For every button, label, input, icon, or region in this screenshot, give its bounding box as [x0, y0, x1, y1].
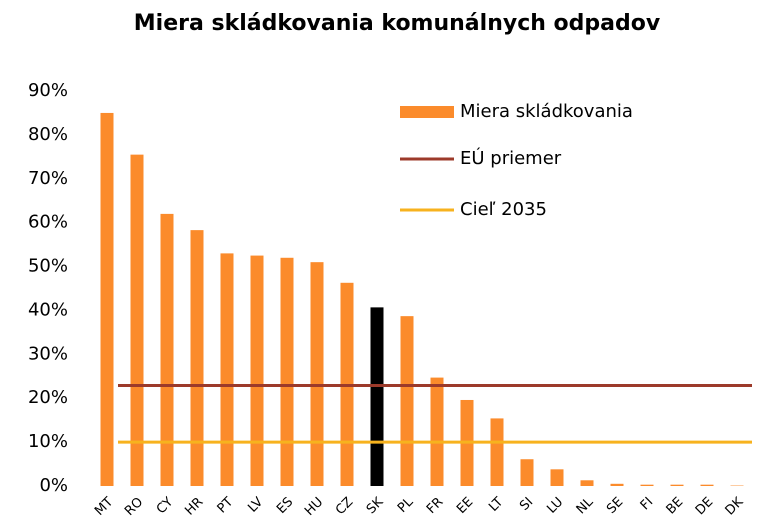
bar: [190, 230, 204, 486]
legend-label: EÚ priemer: [460, 147, 562, 169]
x-tick-label: FI: [638, 495, 657, 514]
bar: [280, 257, 294, 486]
x-tick-label: HU: [302, 495, 326, 519]
x-tick-label: SI: [517, 495, 536, 514]
x-tick-label: LV: [245, 495, 266, 516]
x-tick-label: NL: [574, 494, 597, 517]
bar: [550, 469, 564, 486]
x-tick-label: PT: [215, 495, 237, 517]
x-tick-label: DK: [723, 494, 747, 518]
x-tick-label: SK: [364, 494, 387, 517]
legend-label: Cieľ 2035: [460, 199, 547, 220]
y-tick-label: 30%: [28, 343, 68, 364]
x-tick-label: FR: [424, 495, 446, 517]
y-tick-label: 60%: [28, 212, 68, 233]
y-tick-label: 20%: [28, 387, 68, 408]
bar: [160, 213, 174, 486]
bar: [400, 316, 414, 486]
bar: [520, 459, 534, 486]
bar: [370, 307, 384, 486]
x-tick-label: DE: [693, 495, 717, 519]
x-tick-label: MT: [92, 495, 116, 519]
x-tick-label: LT: [486, 495, 506, 515]
bar: [310, 262, 324, 486]
x-tick-label: BE: [664, 495, 687, 518]
chart-title: Miera skládkovania komunálnych odpadov: [134, 11, 661, 36]
bar: [130, 154, 144, 486]
bar: [640, 484, 654, 486]
x-tick-label: RO: [122, 495, 146, 519]
bar: [490, 418, 504, 486]
x-tick-label: PL: [395, 494, 417, 516]
bar: [670, 484, 684, 486]
bar: [430, 377, 444, 486]
x-tick-label: CY: [154, 495, 177, 518]
bar: [100, 112, 114, 486]
x-tick-label: SE: [604, 495, 626, 517]
y-tick-label: 80%: [28, 124, 68, 145]
bar: [700, 484, 714, 486]
bar: [220, 253, 234, 486]
x-tick-label: LU: [544, 495, 566, 517]
y-tick-label: 70%: [28, 168, 68, 189]
x-tick-label: HR: [182, 495, 206, 519]
y-tick-label: 90%: [28, 80, 68, 101]
y-tick-label: 50%: [28, 256, 68, 277]
y-tick-label: 40%: [28, 299, 68, 320]
bar: [610, 483, 624, 486]
x-tick-label: CZ: [333, 495, 356, 518]
x-tick-label: ES: [274, 495, 296, 517]
bar: [250, 255, 264, 486]
y-tick-label: 0%: [39, 475, 68, 496]
legend-label: Miera skládkovania: [460, 101, 633, 122]
bar: [580, 480, 594, 486]
x-tick-label: EE: [454, 495, 476, 517]
legend-swatch: [400, 106, 454, 118]
y-tick-label: 10%: [28, 431, 68, 452]
